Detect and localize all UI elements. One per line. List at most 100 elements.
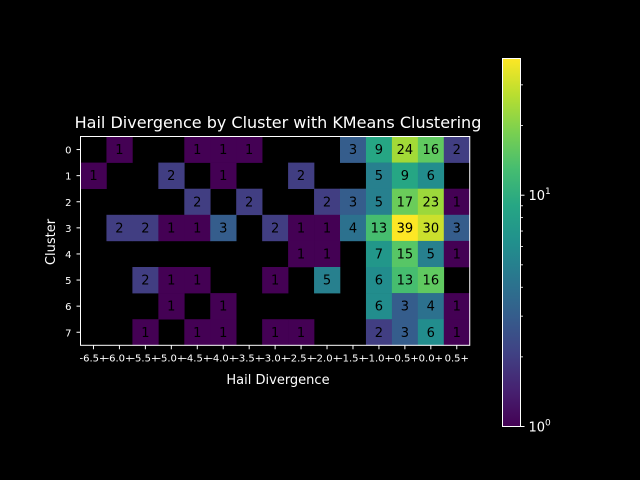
cell-value-label: 1 <box>219 300 227 315</box>
heatmap-cell <box>365 293 393 320</box>
cell-value-label: 1 <box>453 326 461 341</box>
cell-value-label: 1 <box>219 143 227 158</box>
heatmap-cell <box>391 267 419 294</box>
heatmap-cell <box>340 214 367 242</box>
heatmap-cell <box>365 136 393 163</box>
cell-value-label: 9 <box>401 169 409 184</box>
x-tick-label: -3.0+ <box>261 353 289 364</box>
heatmap-cell <box>340 188 367 216</box>
heatmap-cell <box>340 136 367 163</box>
cell-value-label: 2 <box>297 169 305 184</box>
heatmap-cell <box>210 136 237 163</box>
heatmap-cell <box>417 188 445 216</box>
x-axis-label: Hail Divergence <box>226 373 329 388</box>
heatmap-cell <box>288 319 315 346</box>
cell-value-label: 13 <box>397 274 414 289</box>
cell-value-label: 1 <box>245 143 253 158</box>
cell-value-label: 17 <box>397 195 414 210</box>
x-tick-label: -1.5+ <box>339 353 367 364</box>
heatmap-cell <box>314 188 341 216</box>
cell-value-label: 3 <box>349 195 357 210</box>
cell-value-label: 3 <box>401 300 409 315</box>
cell-value-label: 7 <box>375 247 383 262</box>
cell-value-label: 1 <box>141 326 149 341</box>
cell-value-label: 1 <box>193 143 201 158</box>
heatmap-cell <box>184 214 211 242</box>
cell-value-label: 23 <box>423 195 440 210</box>
cell-value-label: 16 <box>423 274 440 289</box>
x-tick-label: 0.5+ <box>445 353 469 364</box>
heatmap-cell <box>417 240 445 268</box>
y-tick-label: 2 <box>65 198 71 209</box>
heatmap-cell <box>391 162 419 189</box>
heatmap-cell <box>365 162 393 189</box>
cell-value-label: 6 <box>427 326 435 341</box>
y-tick-label: 4 <box>65 250 71 261</box>
cell-value-label: 1 <box>271 326 279 341</box>
x-tick-label: -1.0+ <box>365 353 393 364</box>
heatmap-cell <box>106 136 133 163</box>
heatmap-cell <box>210 162 237 189</box>
heatmap-cell <box>184 267 211 294</box>
heatmap-cell <box>365 188 393 216</box>
cell-value-label: 2 <box>193 195 201 210</box>
heatmap-cell <box>158 293 185 320</box>
x-axis-ticks: -6.5+-6.0+-5.5+-5.0+-4.5+-4.0+-3.5+-3.0+… <box>80 345 469 364</box>
heatmap-cell <box>443 293 471 320</box>
cell-value-label: 3 <box>401 326 409 341</box>
x-tick-label: 0.0+ <box>419 353 443 364</box>
heatmap-cell <box>210 293 237 320</box>
heatmap-cell <box>417 293 445 320</box>
cell-value-label: 1 <box>453 195 461 210</box>
heatmap-cell <box>236 188 263 216</box>
cell-value-label: 1 <box>323 247 331 262</box>
cell-value-label: 6 <box>375 300 383 315</box>
cell-value-label: 3 <box>453 221 461 236</box>
y-tick-label: 3 <box>65 224 71 235</box>
x-tick-label: -4.0+ <box>209 353 237 364</box>
cell-value-label: 2 <box>141 274 149 289</box>
cell-value-label: 39 <box>397 221 414 236</box>
cell-value-label: 2 <box>245 195 253 210</box>
cell-value-label: 1 <box>167 274 175 289</box>
heatmap-cell <box>288 214 315 242</box>
cell-value-label: 24 <box>397 143 414 158</box>
cell-value-label: 6 <box>375 274 383 289</box>
cell-value-label: 5 <box>375 169 383 184</box>
cell-value-label: 1 <box>453 247 461 262</box>
heatmap-cell <box>365 267 393 294</box>
x-tick-label: -5.5+ <box>131 353 159 364</box>
cell-value-label: 13 <box>371 221 388 236</box>
y-tick-label: 1 <box>65 172 71 183</box>
heatmap-cell <box>365 214 393 242</box>
heatmap-cell <box>262 267 289 294</box>
cell-value-label: 2 <box>167 169 175 184</box>
cell-value-label: 3 <box>349 143 357 158</box>
colorbar <box>502 58 521 427</box>
heatmap-cell <box>80 162 107 189</box>
cell-value-label: 2 <box>141 221 149 236</box>
heatmap-cell <box>314 240 341 268</box>
x-tick-label: -0.5+ <box>391 353 419 364</box>
cell-value-label: 1 <box>193 221 201 236</box>
cell-value-label: 1 <box>219 326 227 341</box>
heatmap-cell <box>288 240 315 268</box>
heatmap-cell <box>443 214 471 242</box>
cell-value-label: 1 <box>297 221 305 236</box>
y-tick-label: 0 <box>65 146 71 157</box>
y-axis-ticks: 0 1 2 3 4 5 6 7 <box>65 146 81 339</box>
cell-value-label: 1 <box>89 169 97 184</box>
heatmap-cell <box>391 136 419 163</box>
heatmap-cell <box>106 214 133 242</box>
cell-value-label: 16 <box>423 143 440 158</box>
cell-value-label: 4 <box>427 300 435 315</box>
cell-value-label: 1 <box>115 143 123 158</box>
cell-value-label: 2 <box>453 143 461 158</box>
heatmap-cell <box>288 162 315 189</box>
y-tick-label: 6 <box>65 302 71 313</box>
heatmap-cell-labels: 1 1 1 1 3 9 24 16 21 2 1 2 5 9 62 2 2 3 5 17 23 12 2 1 1 3 2 1 1 4 13 3… <box>89 143 461 341</box>
cell-value-label: 4 <box>349 221 357 236</box>
cell-value-label: 1 <box>219 169 227 184</box>
cell-value-label: 5 <box>323 274 331 289</box>
heatmap-cells <box>80 136 471 346</box>
